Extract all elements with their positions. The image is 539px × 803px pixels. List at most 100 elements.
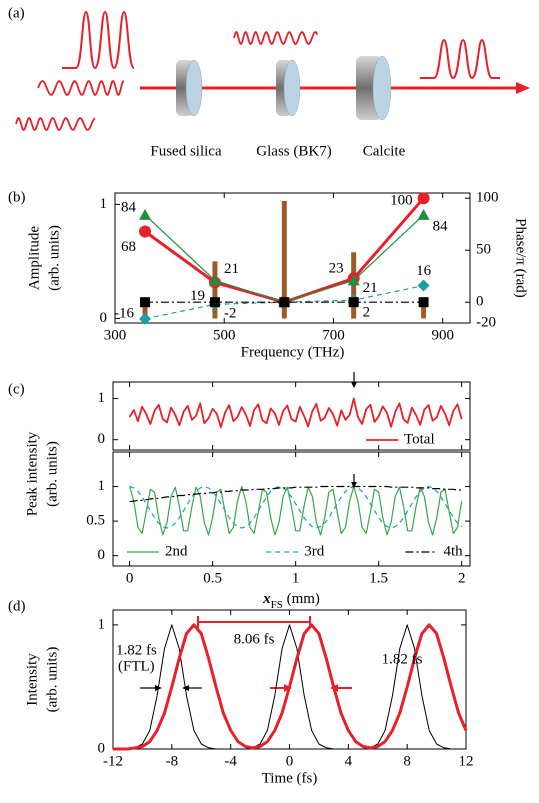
pulse-width-arrows [140, 616, 352, 692]
y-tick-label: 0 [98, 431, 106, 447]
y2-tick-label: 50 [476, 242, 491, 258]
value-label: -16 [114, 305, 134, 321]
y-tick-label: 1 [98, 478, 106, 494]
y2-tick-label: 100 [476, 190, 499, 206]
value-label: 19 [190, 288, 205, 304]
legend-entry: 2nd [165, 543, 188, 559]
plot-frame [112, 451, 471, 567]
value-label: 84 [121, 199, 137, 215]
chirped-pulse [15, 116, 96, 132]
marker [140, 297, 151, 308]
x-tick-label: 700 [322, 327, 345, 343]
x-tick-label: 1.5 [369, 570, 388, 586]
annotation: 8.06 fs [234, 631, 275, 647]
marker [417, 192, 430, 205]
series-line [128, 397, 463, 429]
bk7-plate [276, 59, 301, 117]
y-axis-label: Peak intensity [24, 431, 40, 516]
series-line [113, 624, 466, 750]
panel-label: (c) [8, 381, 25, 397]
y-tick-label: 0.5 [86, 513, 105, 529]
calcite-plate [356, 55, 392, 121]
marker [418, 297, 429, 308]
y-tick-label: 1 [98, 616, 106, 632]
marker [347, 274, 360, 286]
series-line [129, 485, 463, 536]
annotation: 1.82 fs [382, 651, 423, 667]
series-line [144, 285, 424, 320]
marker [208, 274, 221, 286]
beam-arrowhead [516, 82, 530, 94]
y-tick-label: 0 [98, 547, 106, 563]
component-label: Calcite [363, 143, 406, 159]
series-line [129, 485, 462, 503]
y-axis-label: Intensity [24, 653, 40, 706]
value-label: 68 [121, 239, 136, 255]
y-tick-label: 0 [100, 310, 108, 326]
x-axis-label-part: (mm) [283, 591, 320, 607]
x-axis-label-part: FS [271, 599, 283, 611]
x-tick-label: 4 [345, 753, 353, 769]
marker [348, 297, 359, 308]
legend-entry: Total [404, 431, 435, 447]
value-label: 84 [433, 218, 449, 234]
x-tick-label: 0 [126, 570, 134, 586]
annotation: (FTL) [118, 658, 155, 674]
legend-entry: 4th [443, 543, 463, 559]
x-tick-label: 900 [431, 327, 454, 343]
fused-silica-plate [176, 59, 203, 117]
plot-frame [114, 192, 471, 324]
x-tick-label: -8 [166, 753, 179, 769]
x-tick-label: -12 [103, 753, 123, 769]
x-tick-label: -4 [224, 753, 237, 769]
x-axis-label: xFS (mm) [262, 591, 320, 610]
value-label: 2 [363, 305, 371, 321]
chirped-pulse [37, 79, 125, 97]
value-label: -2 [224, 306, 237, 322]
y2-tick-label: 0 [476, 294, 484, 310]
chirped-waves [15, 30, 319, 132]
x-axis-label-part: x [262, 591, 271, 607]
value-label: 21 [224, 261, 239, 277]
marker [139, 208, 152, 220]
panel-label: (d) [8, 598, 26, 614]
input-pulse-train [62, 10, 135, 70]
y-tick-label: 1 [98, 390, 106, 406]
x-axis-label: Frequency (THz) [241, 344, 345, 360]
y-axis-label: (arb. units) [44, 441, 60, 507]
y2-axis-label: Phase/π (rad) [513, 218, 529, 298]
component-label: Fused silica [150, 143, 222, 159]
x-tick-label: 0.5 [203, 570, 222, 586]
setup-diagram: (a) Fused silica Glass (BK7) Calcite [8, 5, 530, 159]
panel-label: (a) [8, 5, 25, 21]
y-axis-label: Amplitude [26, 226, 42, 291]
marker [139, 225, 152, 238]
y-axis-label: (arb. units) [46, 225, 62, 291]
value-label: 16 [416, 263, 432, 279]
x-tick-label: 12 [459, 753, 474, 769]
marker [417, 208, 430, 220]
y2-tick-label: -20 [476, 314, 496, 330]
value-label: 21 [363, 280, 378, 296]
annotation: 1.82 fs [116, 642, 157, 658]
x-tick-label: 0 [286, 753, 294, 769]
legend-entry: 3rd [304, 543, 324, 559]
x-tick-label: 1 [292, 570, 300, 586]
output-pulse-train [420, 38, 500, 80]
series-line [113, 623, 468, 751]
marker [139, 312, 152, 325]
y-tick-label: 0 [98, 740, 106, 756]
y-tick-label: 1 [100, 196, 108, 212]
series-line [129, 485, 463, 529]
value-label: 100 [390, 193, 413, 209]
chirped-pulse [233, 30, 319, 46]
marker [209, 297, 220, 308]
x-axis-label: Time (fs) [262, 770, 318, 786]
marker [417, 279, 430, 292]
x-tick-label: 500 [213, 327, 236, 343]
plot-frame [112, 381, 471, 451]
x-tick-label: 2 [458, 570, 466, 586]
marker [279, 297, 290, 308]
